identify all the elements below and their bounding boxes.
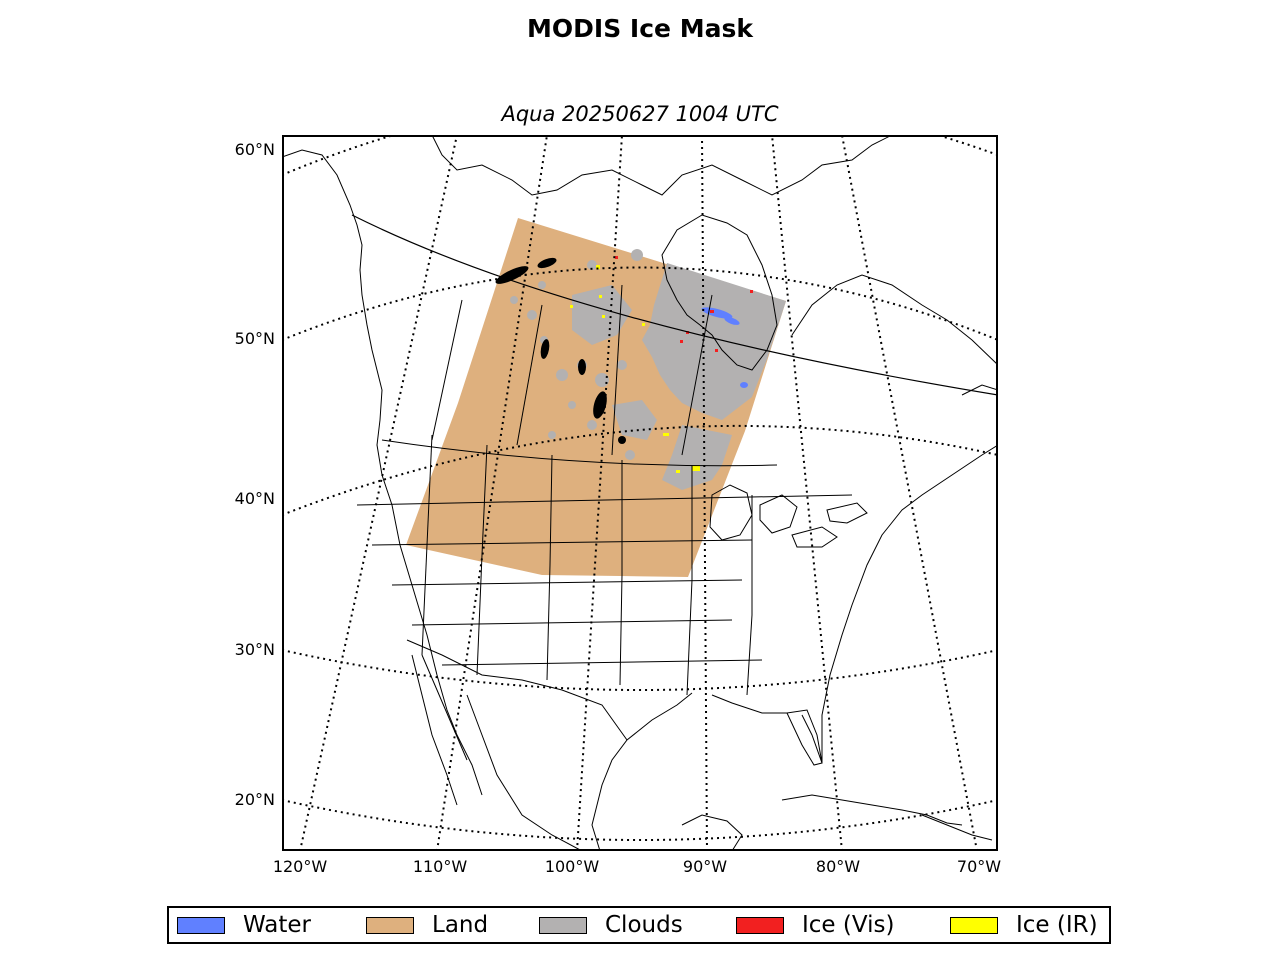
lon-label-90w: 90°W (682, 857, 728, 876)
legend-swatch-clouds (539, 916, 587, 934)
legend-label-water: Water (243, 912, 311, 938)
coastlines (282, 135, 998, 851)
lon-label-70w: 70°W (956, 857, 1002, 876)
lon-label-80w: 80°W (815, 857, 861, 876)
legend-item-ice-ir: Ice (IR) (950, 908, 1098, 942)
ice-ir-pixels (570, 265, 700, 473)
legend-swatch-ice-ir (950, 916, 998, 934)
lon-label-100w: 100°W (544, 857, 600, 876)
lon-label-110w: 110°W (412, 857, 468, 876)
legend: Water Land Clouds Ice (Vis) Ice (IR) (167, 906, 1111, 944)
lat-50n-line (351, 214, 998, 396)
graticule (282, 135, 998, 851)
legend-label-ice-vis: Ice (Vis) (802, 912, 895, 938)
legend-swatch-water (177, 916, 225, 934)
map-frame (282, 135, 998, 851)
legend-swatch-ice-vis (736, 916, 784, 934)
figure-title: MODIS Ice Mask (527, 14, 753, 43)
lat-label-60n: 60°N (234, 140, 275, 159)
cloud-region (612, 400, 657, 440)
legend-item-clouds: Clouds (539, 908, 683, 942)
legend-item-water: Water (177, 908, 311, 942)
political-borders (356, 284, 853, 741)
lat-label-40n: 40°N (234, 489, 275, 508)
legend-swatch-land (366, 916, 414, 934)
lon-label-120w: 120°W (272, 857, 328, 876)
lat-label-20n: 20°N (234, 790, 275, 809)
legend-label-ice-ir: Ice (IR) (1016, 912, 1098, 938)
legend-item-land: Land (366, 908, 488, 942)
lakes (495, 257, 626, 444)
lat-label-30n: 30°N (234, 640, 275, 659)
legend-label-clouds: Clouds (605, 912, 683, 938)
ice-mask-map (282, 135, 998, 851)
map-subtitle: Aqua 20250627 1004 UTC (501, 102, 779, 126)
lat-label-50n: 50°N (234, 329, 275, 348)
legend-item-ice-vis: Ice (Vis) (736, 908, 894, 942)
cloud-region (662, 425, 732, 490)
legend-label-land: Land (432, 912, 489, 938)
